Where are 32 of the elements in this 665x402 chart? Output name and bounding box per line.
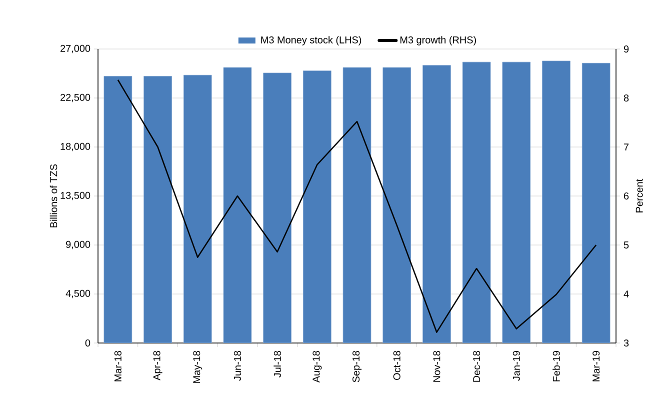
y2-tick-label: 7 bbox=[624, 144, 629, 150]
y-tick-label: 27,000 bbox=[60, 44, 90, 54]
y-tick-label: 9,000 bbox=[66, 240, 90, 250]
x-tick-label: Jan-19 bbox=[512, 350, 520, 381]
y2-tick-label: 5 bbox=[624, 242, 629, 248]
x-tick-label: Aug-18 bbox=[312, 350, 322, 383]
x-tick-label: Jun-18 bbox=[234, 350, 241, 381]
x-tick-label: Oct-18 bbox=[393, 350, 400, 380]
x-tick-label: Sep-18 bbox=[352, 350, 362, 382]
y-tick-label: 13,500 bbox=[60, 192, 90, 200]
y2-tick-label: 9 bbox=[624, 45, 629, 53]
y-axis-title: Billions of TZS bbox=[50, 164, 58, 228]
y-tick-label: 22,500 bbox=[60, 94, 90, 102]
y-tick-label: 4,500 bbox=[66, 290, 90, 298]
x-tick-label: Nov-18 bbox=[433, 350, 440, 382]
line-series bbox=[117, 79, 597, 333]
legend-label: M3 Money stock (LHS) bbox=[261, 36, 362, 46]
x-tick-label: May-18 bbox=[193, 350, 202, 383]
y2-tick-label: 4 bbox=[624, 290, 629, 298]
x-tick-label: Dec-18 bbox=[473, 350, 480, 382]
x-tick-label: Apr-18 bbox=[153, 350, 162, 380]
x-tick-label: Jul-18 bbox=[274, 350, 281, 378]
x-tick-label: Mar-18 bbox=[114, 350, 122, 382]
y-tick-label: 18,000 bbox=[60, 142, 90, 152]
legend-label: M3 growth (RHS) bbox=[400, 36, 476, 46]
y2-tick-label: 8 bbox=[624, 94, 629, 102]
y2-tick-label: 3 bbox=[624, 339, 629, 347]
y2-tick-label: 6 bbox=[624, 192, 629, 200]
y-tick-label: 0 bbox=[85, 339, 90, 347]
y2-axis-title: Percent bbox=[636, 178, 643, 212]
x-tick-label: Mar-19 bbox=[592, 350, 600, 382]
x-tick-label: Feb-19 bbox=[552, 350, 560, 382]
